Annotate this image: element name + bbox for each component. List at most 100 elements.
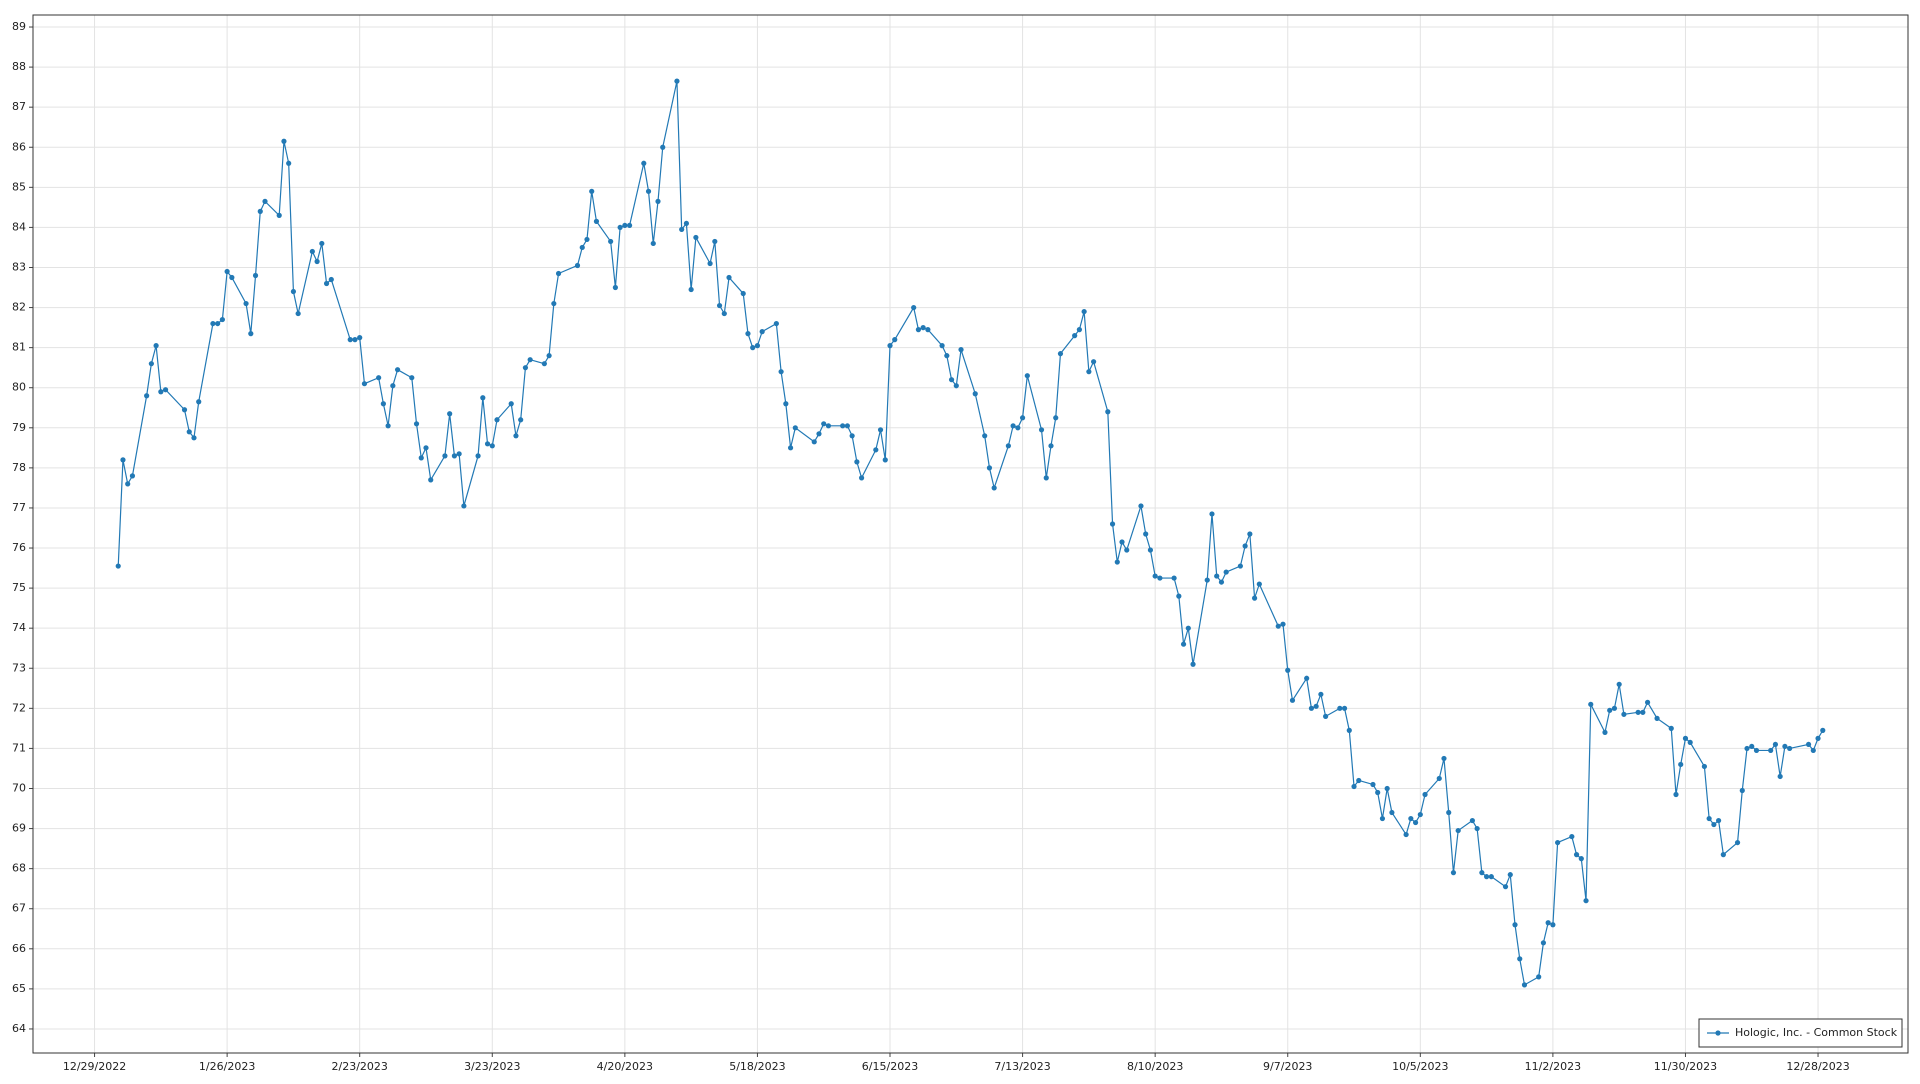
data-point <box>778 369 784 375</box>
data-point <box>612 284 618 291</box>
data-point <box>1479 870 1485 876</box>
data-point <box>456 451 462 457</box>
data-point <box>939 343 945 349</box>
data-point <box>816 431 822 437</box>
data-point <box>1119 539 1125 545</box>
data-point <box>1043 475 1049 481</box>
data-point <box>622 222 628 229</box>
data-point <box>1611 705 1618 711</box>
data-point <box>844 423 850 429</box>
data-point <box>1176 593 1182 599</box>
y-tick-label: 88 <box>12 60 26 73</box>
data-point <box>1640 709 1646 715</box>
data-point <box>1711 821 1717 828</box>
data-point <box>1124 547 1130 553</box>
data-point <box>1408 815 1414 822</box>
data-point <box>1588 701 1594 707</box>
data-point <box>1720 852 1726 858</box>
data-point <box>1668 725 1674 731</box>
data-point <box>181 407 188 413</box>
data-point <box>1223 569 1229 575</box>
data-point <box>754 343 761 349</box>
data-point <box>461 503 467 509</box>
data-point <box>480 395 486 401</box>
data-point <box>1247 531 1253 537</box>
data-point <box>1403 831 1409 838</box>
data-point <box>1488 874 1494 880</box>
data-point <box>726 274 732 281</box>
y-tick-label: 64 <box>12 1022 26 1035</box>
data-point <box>579 244 585 251</box>
data-point <box>1313 703 1319 709</box>
data-point <box>1450 870 1457 876</box>
data-point <box>442 453 448 459</box>
data-point <box>1285 667 1291 673</box>
data-point <box>1375 789 1381 796</box>
data-point <box>1512 922 1518 928</box>
data-point <box>484 441 491 447</box>
data-point <box>1091 359 1097 365</box>
data-point <box>693 234 699 241</box>
data-point <box>1555 839 1561 846</box>
data-point <box>626 222 633 229</box>
y-tick-label: 75 <box>12 581 26 594</box>
x-tick-label: 3/23/2023 <box>464 1060 520 1073</box>
data-point <box>243 300 249 307</box>
data-point <box>281 138 287 144</box>
data-point <box>129 473 136 479</box>
data-point <box>1654 715 1660 721</box>
x-tick-label: 11/2/2023 <box>1525 1060 1581 1073</box>
data-point <box>882 457 888 463</box>
data-point <box>750 345 756 351</box>
data-point <box>1673 791 1679 798</box>
data-point <box>787 445 794 451</box>
data-point <box>357 335 363 341</box>
data-point <box>721 310 727 317</box>
data-point <box>1057 351 1064 357</box>
data-point <box>1782 743 1788 750</box>
data-point <box>1214 573 1220 579</box>
data-point <box>1545 920 1551 926</box>
data-point <box>252 272 259 279</box>
data-point <box>1550 922 1556 928</box>
data-point <box>376 375 382 381</box>
data-point <box>712 238 718 245</box>
data-point <box>1024 373 1030 379</box>
y-tick-label: 89 <box>12 20 26 33</box>
data-point <box>413 421 420 427</box>
data-point <box>740 290 746 297</box>
x-tick-label: 9/7/2023 <box>1263 1060 1312 1073</box>
data-point <box>1251 595 1258 601</box>
data-point <box>347 337 353 343</box>
data-point <box>148 361 154 367</box>
y-tick-label: 68 <box>12 862 26 875</box>
data-point <box>1308 705 1315 711</box>
data-point <box>1138 503 1144 509</box>
y-tick-label: 82 <box>12 301 26 314</box>
data-point <box>219 316 225 323</box>
data-point <box>1209 511 1215 517</box>
data-point <box>944 353 950 359</box>
data-point <box>873 447 879 453</box>
data-point <box>1010 423 1016 429</box>
data-point <box>409 375 415 381</box>
data-point <box>1422 791 1428 798</box>
data-point <box>679 226 685 233</box>
data-point <box>1583 898 1589 904</box>
data-point <box>1341 705 1348 711</box>
data-point <box>295 310 301 317</box>
data-point <box>1152 573 1158 579</box>
data-point <box>120 457 126 463</box>
data-point <box>224 268 230 275</box>
data-point <box>1441 755 1447 762</box>
data-point <box>986 465 993 471</box>
data-point <box>1417 811 1423 818</box>
data-point <box>210 320 216 327</box>
data-point <box>494 417 500 423</box>
data-point <box>1147 547 1154 553</box>
data-point <box>982 433 988 439</box>
data-point <box>1635 709 1641 715</box>
data-point <box>328 276 334 283</box>
y-tick-label: 79 <box>12 421 26 434</box>
